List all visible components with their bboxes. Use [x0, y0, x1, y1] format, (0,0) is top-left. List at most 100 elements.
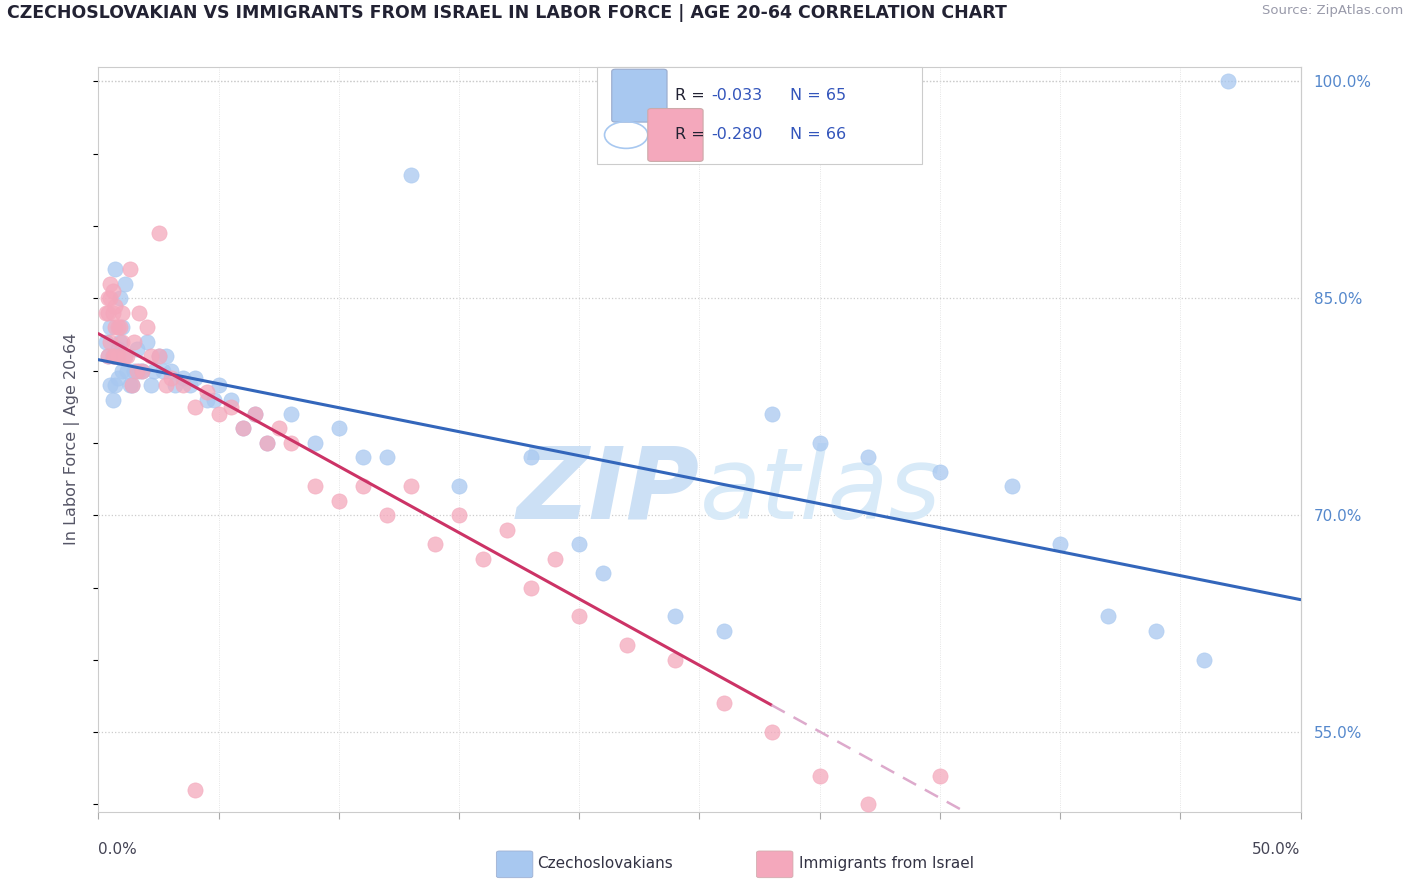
Point: [97, 349, 120, 363]
Point: [1144, 624, 1167, 638]
Point: [280, 436, 302, 450]
Point: [808, 436, 831, 450]
Point: [107, 320, 129, 334]
Y-axis label: In Labor Force | Age 20-64: In Labor Force | Age 20-64: [65, 334, 80, 545]
Point: [100, 378, 122, 392]
Point: [808, 768, 831, 782]
Point: [117, 363, 139, 377]
FancyBboxPatch shape: [612, 70, 666, 122]
Text: ZIP: ZIP: [516, 443, 700, 540]
Text: -0.033: -0.033: [711, 88, 762, 103]
Text: 0.0%: 0.0%: [98, 841, 138, 856]
Point: [447, 479, 470, 493]
Point: [111, 320, 134, 334]
Point: [1218, 74, 1240, 88]
Point: [928, 768, 950, 782]
Point: [135, 334, 157, 349]
Point: [1097, 609, 1119, 624]
Point: [328, 493, 350, 508]
Point: [135, 320, 157, 334]
Point: [108, 291, 131, 305]
Point: [616, 639, 638, 653]
Point: [183, 371, 205, 385]
Point: [107, 342, 129, 356]
Point: [1194, 653, 1216, 667]
Text: N = 65: N = 65: [790, 88, 846, 103]
Point: [108, 320, 131, 334]
Point: [1049, 537, 1071, 551]
Point: [118, 262, 141, 277]
Point: [121, 378, 143, 392]
Point: [243, 407, 266, 421]
Point: [243, 407, 266, 421]
Point: [664, 653, 686, 667]
FancyBboxPatch shape: [598, 67, 922, 164]
Point: [496, 523, 519, 537]
Point: [544, 551, 567, 566]
Text: Immigrants from Israel: Immigrants from Israel: [799, 856, 973, 871]
Text: N = 66: N = 66: [790, 128, 846, 143]
Point: [141, 349, 163, 363]
Point: [152, 363, 174, 377]
Point: [304, 479, 326, 493]
Point: [1001, 479, 1024, 493]
Point: [856, 450, 879, 465]
Point: [664, 609, 686, 624]
Point: [1001, 841, 1024, 855]
Point: [375, 450, 398, 465]
Point: [195, 385, 218, 400]
Point: [148, 349, 170, 363]
Point: [111, 363, 134, 377]
Point: [97, 349, 120, 363]
Point: [208, 378, 231, 392]
Point: [128, 306, 150, 320]
Point: [179, 378, 201, 392]
Point: [328, 421, 350, 435]
Point: [131, 363, 153, 377]
Point: [375, 508, 398, 523]
Point: [447, 508, 470, 523]
Point: [94, 334, 117, 349]
Point: [101, 392, 124, 407]
Point: [713, 624, 735, 638]
Point: [472, 551, 495, 566]
Point: [399, 479, 422, 493]
Point: [94, 306, 117, 320]
Point: [304, 436, 326, 450]
Point: [148, 349, 170, 363]
Point: [124, 334, 146, 349]
Point: [159, 363, 181, 377]
Point: [568, 609, 591, 624]
Point: [117, 349, 139, 363]
Text: R =: R =: [675, 88, 710, 103]
Point: [352, 450, 374, 465]
Point: [141, 378, 163, 392]
Point: [114, 277, 136, 291]
Point: [202, 392, 225, 407]
Point: [568, 537, 591, 551]
Point: [208, 407, 231, 421]
Point: [118, 378, 141, 392]
Point: [104, 378, 127, 392]
Point: [100, 291, 122, 305]
Point: [125, 342, 148, 356]
Point: [97, 306, 120, 320]
Point: [101, 306, 124, 320]
Point: [172, 371, 194, 385]
Point: [101, 349, 124, 363]
Point: [114, 349, 136, 363]
Point: [761, 725, 783, 739]
Text: Source: ZipAtlas.com: Source: ZipAtlas.com: [1263, 4, 1403, 18]
Text: CZECHOSLOVAKIAN VS IMMIGRANTS FROM ISRAEL IN LABOR FORCE | AGE 20-64 CORRELATION: CZECHOSLOVAKIAN VS IMMIGRANTS FROM ISRAE…: [7, 4, 1007, 22]
Point: [101, 284, 124, 298]
Text: atlas: atlas: [700, 443, 941, 540]
Point: [148, 226, 170, 240]
Point: [280, 407, 302, 421]
Point: [100, 334, 122, 349]
Point: [107, 349, 129, 363]
Point: [232, 421, 254, 435]
Point: [713, 696, 735, 710]
Point: [195, 392, 218, 407]
Point: [520, 581, 543, 595]
Point: [1097, 884, 1119, 892]
